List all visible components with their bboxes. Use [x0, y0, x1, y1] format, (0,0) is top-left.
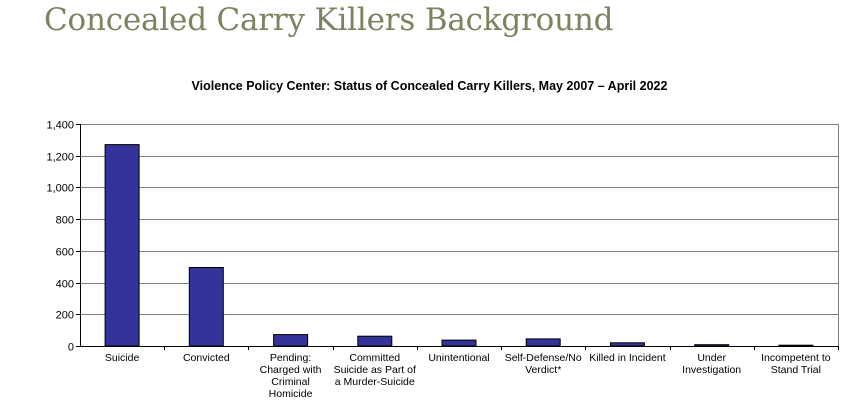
- bar: [104, 144, 140, 347]
- page-heading: Concealed Carry Killers Background: [44, 2, 614, 38]
- bar: [694, 344, 730, 347]
- x-tick-label: Pending: Charged with Criminal Homicide: [259, 352, 322, 400]
- x-tick-label: Incompetent to Stand Trial: [761, 352, 831, 376]
- y-tick-label: 1,000: [46, 183, 74, 195]
- y-tick-label: 1,400: [46, 120, 74, 132]
- x-tick-label: Self-Defense/No Verdict*: [504, 352, 582, 376]
- x-tick-label: Convicted: [182, 352, 230, 364]
- bar: [273, 334, 309, 347]
- y-tick-label: 0: [68, 342, 74, 354]
- x-tick-label: Committed Suicide as Part of a Murder-Su…: [333, 352, 416, 388]
- bar: [188, 267, 224, 347]
- y-tick-label: 600: [56, 247, 74, 259]
- y-tick-label: 1,200: [46, 152, 74, 164]
- x-tick-label: Under Investigation: [682, 352, 742, 376]
- bar: [441, 339, 477, 347]
- y-tick-label: 200: [56, 310, 74, 322]
- bar: [778, 344, 814, 347]
- bar: [609, 342, 645, 347]
- x-tick-label: Unintentional: [428, 352, 490, 364]
- chart-title: Violence Policy Center: Status of Concea…: [191, 79, 668, 93]
- y-tick-label: 400: [56, 279, 74, 291]
- x-tick-label: Suicide: [104, 352, 140, 364]
- y-tick-label: 800: [56, 215, 74, 227]
- bar: [525, 338, 561, 347]
- x-tick-label: Killed in Incident: [589, 352, 666, 364]
- bar: [357, 335, 393, 347]
